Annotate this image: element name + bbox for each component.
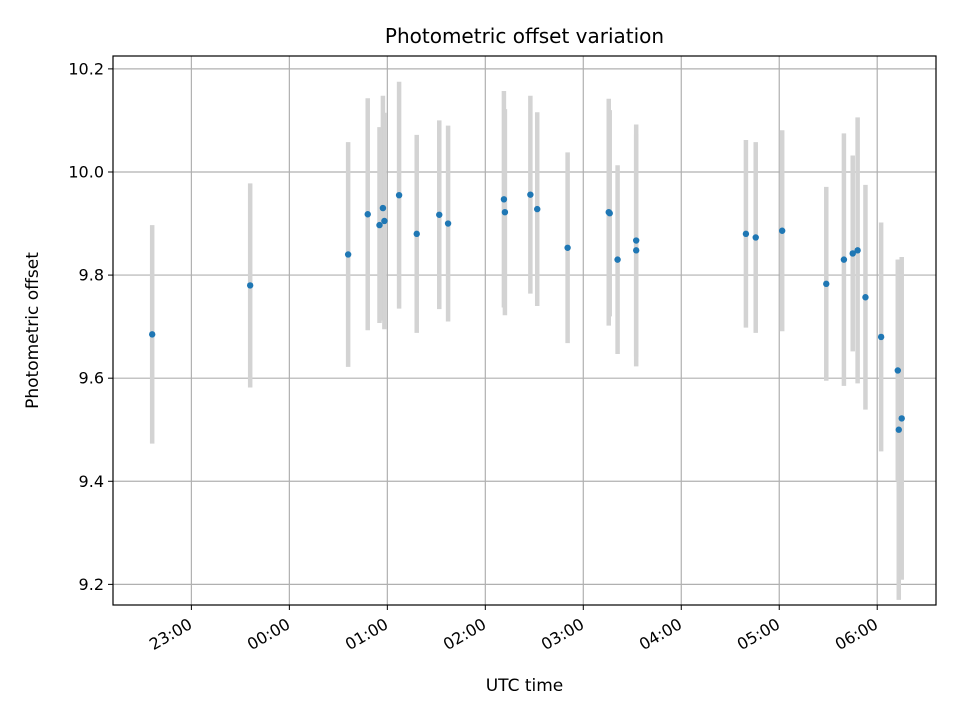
data-point	[376, 221, 383, 229]
data-point	[500, 196, 508, 203]
data-point	[742, 230, 750, 238]
data-point	[840, 256, 848, 263]
data-point	[501, 208, 509, 216]
data-point	[614, 256, 621, 263]
data-point	[344, 251, 352, 258]
data-point	[632, 237, 640, 244]
y-tick-label: 9.4	[79, 472, 104, 491]
y-tick-label: 9.6	[79, 369, 104, 388]
data-point	[148, 331, 156, 338]
y-tick-label: 9.8	[79, 266, 104, 285]
data-point	[379, 204, 387, 212]
data-points	[148, 191, 905, 433]
data-point	[381, 217, 388, 225]
data-point	[877, 333, 885, 341]
data-point	[606, 210, 613, 217]
data-point	[364, 211, 371, 218]
data-point	[898, 415, 905, 422]
data-point	[534, 205, 541, 213]
data-point	[395, 191, 403, 199]
x-axis-label: UTC time	[486, 676, 564, 696]
data-point	[849, 250, 856, 257]
chart-title: Photometric offset variation	[385, 24, 664, 48]
data-point	[527, 191, 534, 198]
y-axis-label: Photometric offset	[23, 252, 43, 409]
data-point	[862, 294, 869, 301]
data-point	[823, 280, 830, 288]
data-point	[854, 247, 861, 254]
data-point	[444, 220, 452, 227]
y-tick-label: 10.2	[68, 59, 104, 78]
data-point	[778, 227, 786, 234]
data-point	[632, 247, 640, 254]
data-point	[436, 211, 443, 218]
data-point	[564, 244, 571, 251]
y-tick-label: 10.0	[68, 162, 104, 181]
data-point	[894, 367, 901, 374]
y-tick-label: 9.2	[79, 575, 104, 594]
data-point	[413, 230, 420, 238]
data-point	[895, 426, 902, 433]
data-point	[246, 282, 254, 289]
plot-frame	[112, 55, 937, 606]
data-point	[752, 234, 759, 241]
